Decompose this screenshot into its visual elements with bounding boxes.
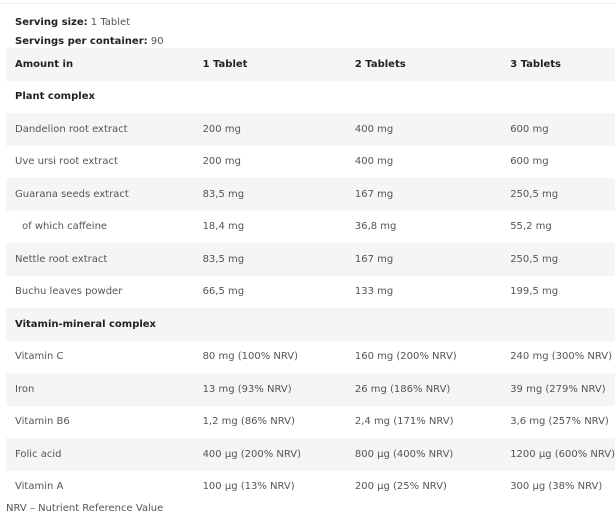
cell-value — [501, 81, 615, 114]
section-row: Vitamin-mineral complex — [6, 308, 615, 341]
header-cell: Amount in — [15, 58, 74, 70]
nutrition-table: Amount in 1 Tablet 2 Tablets 3 Tablets P… — [6, 48, 615, 503]
table-row: Dandelion root extract 200 mg 400 mg 600 mg — [6, 113, 615, 146]
cell-value: 83,5 mg — [202, 253, 245, 265]
cell-value: 250,5 mg — [510, 188, 559, 200]
row-label: Vitamin-mineral complex — [15, 318, 157, 330]
table-row: Guarana seeds extract 83,5 mg 167 mg 250,5 … — [6, 178, 615, 211]
cell-value: 240 mg (300% NRV) — [510, 351, 613, 363]
row-label: of which caffeine — [22, 221, 108, 233]
cell-value: 400 mg — [354, 123, 394, 135]
table-row: Vitamin B6 1,2 mg (86% NRV) 2,4 mg (171% N… — [6, 406, 615, 439]
cell-value: 3,6 mg (257% NRV) — [510, 416, 609, 428]
row-label: Vitamin C — [15, 351, 64, 363]
cell-value: 400 mg — [354, 156, 394, 168]
table-row: Vitamin C 80 mg (100% NRV) 160 mg (200% NR… — [6, 341, 615, 374]
cell-value: 199,5 mg — [510, 286, 559, 298]
cell-value: 300 µg (38% NRV) — [510, 481, 603, 493]
table-row: Uve ursi root extract 200 mg 400 mg 600 mg — [6, 146, 615, 179]
section-row: Plant complex — [6, 81, 615, 114]
row-label: Dandelion root extract — [15, 123, 128, 135]
header-cell: 1 Tablet — [202, 58, 248, 70]
table-row: Folic acid 400 µg (200% NRV) 800 µg (400% … — [6, 438, 615, 471]
cell-value: 13 mg (93% NRV) — [202, 383, 292, 395]
row-label: Folic acid — [15, 448, 62, 460]
row-label: Nettle root extract — [15, 253, 108, 265]
cell-value — [194, 308, 346, 341]
row-label: Buchu leaves powder — [15, 286, 123, 298]
table-row: Vitamin A 100 µg (13% NRV) 200 µg (25% NRV… — [6, 471, 615, 504]
servings-per-container: Servings per container: 90 — [15, 36, 164, 47]
cell-value: 133 mg — [354, 286, 394, 298]
cell-value: 18,4 mg — [202, 221, 245, 233]
row-label: Vitamin B6 — [15, 416, 70, 428]
cell-value: 2,4 mg (171% NRV) — [354, 416, 454, 428]
cell-value: 66,5 mg — [202, 286, 245, 298]
cell-value: 250,5 mg — [510, 253, 559, 265]
cell-value: 600 mg — [510, 123, 549, 135]
cell-value: 83,5 mg — [202, 188, 245, 200]
table-header: Amount in 1 Tablet 2 Tablets 3 Tablets — [6, 48, 615, 81]
cell-value — [346, 308, 501, 341]
row-label: Guarana seeds extract — [15, 188, 129, 200]
cell-value: 1200 µg (600% NRV) — [510, 448, 615, 460]
row-label: Iron — [15, 383, 35, 395]
cell-value: 200 mg — [202, 123, 241, 135]
table-row: Nettle root extract 83,5 mg 167 mg 250,5 mg — [6, 243, 615, 276]
cell-value: 800 µg (400% NRV) — [354, 448, 454, 460]
row-label: Plant complex — [15, 91, 95, 103]
serving-size: Serving size: 1 Tablet — [15, 17, 131, 28]
cell-value: 167 mg — [354, 253, 394, 265]
cell-value: 26 mg (186% NRV) — [354, 383, 451, 395]
cell-value: 100 µg (13% NRV) — [202, 481, 295, 493]
cell-value — [501, 308, 615, 341]
cell-value: 39 mg (279% NRV) — [510, 383, 606, 395]
row-label: Uve ursi root extract — [15, 156, 118, 168]
row-label: Vitamin A — [15, 481, 64, 493]
header-cell: 2 Tablets — [354, 58, 406, 70]
header-cell: 3 Tablets — [510, 58, 562, 70]
cell-value: 200 µg (25% NRV) — [354, 481, 447, 493]
table-row: of which caffeine 18,4 mg 36,8 mg 55,2 mg — [6, 211, 615, 244]
cell-value: 600 mg — [510, 156, 549, 168]
cell-value: 200 mg — [202, 156, 241, 168]
cell-value: 55,2 mg — [510, 221, 552, 233]
cell-value: 36,8 mg — [354, 221, 397, 233]
cell-value — [194, 81, 346, 114]
cell-value: 160 mg (200% NRV) — [354, 351, 457, 363]
table-row: Buchu leaves powder 66,5 mg 133 mg 199,5 mg — [6, 276, 615, 309]
table-row: Iron 13 mg (93% NRV) 26 mg (186% NRV) 39 mg… — [6, 373, 615, 406]
top-divider — [0, 3, 615, 4]
cell-value: 1,2 mg (86% NRV) — [202, 416, 295, 428]
cell-value — [346, 81, 501, 114]
serving-info: Serving size: 1 Tablet Servings per cont… — [15, 13, 164, 51]
cell-value: 167 mg — [354, 188, 394, 200]
cell-value: 400 µg (200% NRV) — [202, 448, 302, 460]
cell-value: 80 mg (100% NRV) — [202, 351, 299, 363]
footnote: NRV – Nutrient Reference Value — [6, 503, 164, 514]
